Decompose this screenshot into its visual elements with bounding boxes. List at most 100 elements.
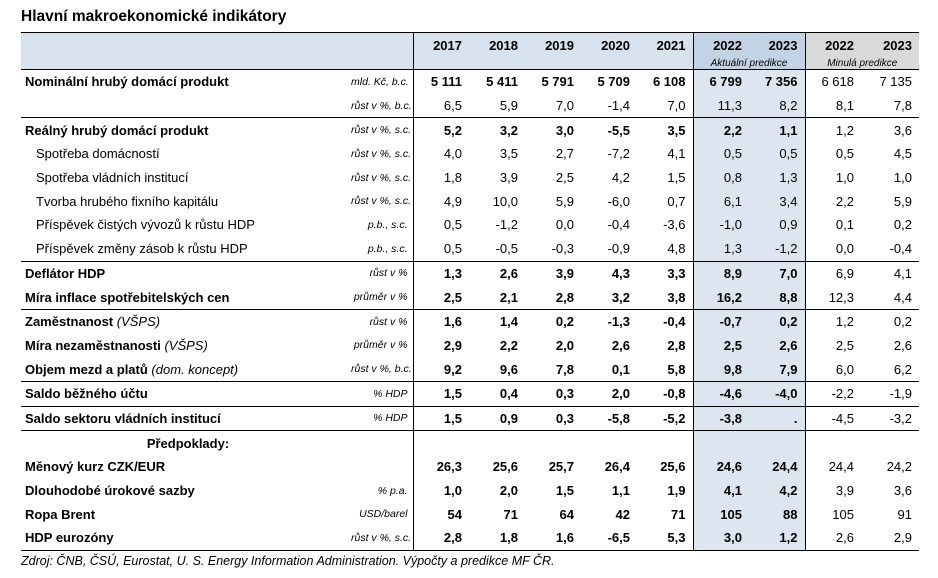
table-row: Spotřeba domácností růst v %, s.c. 4,0 3,5 2…: [21, 142, 919, 166]
value-cell: 24,4: [749, 455, 805, 479]
value-cell: 2,0: [499, 483, 518, 499]
value-cell: 4,2: [749, 478, 805, 503]
row-label: Saldo běžného účtu: [21, 380, 351, 407]
table-row: růst v %, b.c. 6,5 5,9 7,0 -1,4 7,0 11,3 8,2 8,1…: [21, 93, 919, 118]
value-cell: 1,0: [861, 165, 919, 190]
value-cell: 5,9: [555, 193, 574, 209]
value-cell: 6,1: [692, 189, 749, 214]
value-cell: -1,3: [581, 308, 637, 334]
value-cell: 6,9: [804, 260, 861, 286]
value-cell: [804, 430, 861, 455]
value-cell: 0,3: [525, 405, 581, 431]
row-label-text: Reálný hrubý domácí produkt: [25, 122, 209, 138]
value-cell: 3,6: [861, 117, 919, 143]
row-unit: růst v %, b.c.: [351, 99, 412, 112]
value-cell: 2,5: [804, 333, 861, 358]
table-row: Dlouhodobé úrokové sazby % p.a. 1,0 2,0 1,5 1…: [21, 478, 919, 503]
value-cell: -0,9: [607, 241, 630, 257]
row-label: Zaměstnanost (VŠPS): [21, 308, 351, 334]
value-cell: 4,4: [861, 285, 919, 310]
row-label: Příspěvek čistých vývozů k růstu HDP: [21, 213, 351, 237]
value-cell: 1,2: [749, 526, 805, 551]
value-cell: 6 108: [637, 68, 693, 94]
value-cell: 7,8: [861, 93, 919, 118]
value-cell: 4,2: [611, 170, 630, 186]
value-cell: 1,5: [412, 405, 469, 431]
value-cell: 0,0: [555, 217, 574, 233]
value-cell: 4,1: [861, 260, 919, 286]
table-row: Zaměstnanost (VŠPS) růst v % 1,6 1,4 0,2 -1,3…: [21, 308, 919, 334]
row-label: Dlouhodobé úrokové sazby: [21, 479, 351, 503]
value-cell: -4,6: [692, 380, 749, 407]
row-label-text: Zaměstnanost: [25, 314, 117, 330]
table-row: Spotřeba vládních institucí růst v %, s.c…: [21, 165, 919, 190]
value-cell: 1,3: [749, 165, 805, 190]
value-cell: 2,5: [692, 333, 749, 358]
row-label-note: (VŠPS): [164, 337, 208, 353]
value-cell: 4,9: [412, 189, 469, 214]
value-cell: 1,8: [412, 165, 469, 190]
value-cell: 105: [804, 502, 861, 527]
table-row: HDP eurozóny růst v %, s.c. 2,8 1,8 1,6 -6,5 5…: [21, 526, 919, 551]
value-cell: -5,2: [637, 405, 693, 431]
row-unit: růst v %, s.c.: [351, 117, 413, 143]
value-cell: 2,5: [555, 170, 574, 186]
table-row: Příspěvek čistých vývozů k růstu HDP p.b.…: [21, 213, 919, 237]
table-row: Saldo sektoru vládních institucí % HDP 1,5…: [21, 405, 919, 431]
value-cell: 2,1: [499, 289, 518, 305]
year-header: 2020: [581, 32, 637, 57]
value-cell: -7,2: [607, 146, 630, 162]
row-label: Měnový kurz CZK/EUR: [21, 455, 351, 479]
table-row: Tvorba hrubého fixního kapitálu růst v %,…: [21, 189, 919, 214]
value-cell: 2,6: [804, 526, 861, 551]
value-cell: 1,8: [469, 526, 525, 551]
value-cell: 0,2: [861, 213, 919, 237]
row-label-text: Míra nezaměstnanosti: [25, 337, 165, 353]
row-unit: % HDP: [351, 405, 413, 431]
row-unit: růst v %: [351, 260, 413, 286]
row-unit: růst v %, b.c.: [351, 363, 412, 376]
row-label-text: Tvorba hrubého fixního kapitálu: [36, 193, 219, 209]
row-unit: p.b., s.c.: [367, 218, 408, 231]
value-cell: 1,1: [749, 117, 805, 143]
row-unit: růst v %, s.c.: [351, 526, 413, 551]
value-cell: 5 791: [525, 68, 581, 94]
value-cell: 42: [615, 506, 630, 522]
value-cell: 1,6: [412, 308, 469, 334]
value-cell: -1,2: [495, 217, 518, 233]
value-cell: 0,3: [525, 380, 581, 407]
value-cell: 1,5: [412, 380, 469, 407]
table-row: Měnový kurz CZK/EUR 26,3 25,6 25,7 26,4 25,6 2…: [21, 455, 919, 479]
value-cell: 5,8: [667, 361, 686, 377]
value-cell: 7,0: [555, 98, 574, 114]
value-cell: 6,0: [804, 357, 861, 382]
value-cell: 8,9: [692, 260, 749, 286]
value-cell: 6,5: [412, 93, 469, 118]
value-cell: 25,6: [660, 459, 686, 475]
row-label: Míra nezaměstnanosti (VŠPS): [21, 334, 351, 358]
value-cell: -0,7: [692, 308, 749, 334]
value-cell: 71: [671, 506, 686, 522]
source-note: Zdroj: ČNB, ČSÚ, Eurostat, U. S. Energy …: [21, 554, 555, 568]
row-unit: USD/barel: [359, 508, 408, 521]
value-cell: 2,0: [555, 337, 574, 353]
page-title: Hlavní makroekonomické indikátory: [21, 8, 287, 25]
row-label: Míra inflace spotřebitelských cen: [21, 285, 351, 309]
value-cell: 5 709: [581, 68, 637, 94]
value-cell: -5,5: [581, 117, 637, 143]
row-label: HDP eurozóny: [21, 526, 351, 551]
row-label-text: Měnový kurz CZK/EUR: [25, 459, 166, 475]
row-unit: p.b., s.c.: [367, 242, 408, 255]
value-cell: 5 411: [469, 68, 525, 94]
row-label: Spotřeba vládních institucí: [21, 166, 351, 190]
value-cell: 1,1: [611, 483, 630, 499]
value-cell: [637, 430, 693, 455]
row-label: Reálný hrubý domácí produkt: [21, 117, 351, 143]
indicators-table: 2017 2018 2019 2020 2021 2022 2023 2022 2023 Aktu…: [21, 32, 919, 551]
row-label-text: HDP eurozóny: [25, 530, 114, 546]
value-cell: 2,9: [412, 333, 469, 358]
value-cell: 0,2: [861, 308, 919, 334]
value-cell: 0,7: [667, 193, 686, 209]
value-cell: 5,9: [499, 98, 518, 114]
year-header: 2019: [525, 32, 581, 57]
